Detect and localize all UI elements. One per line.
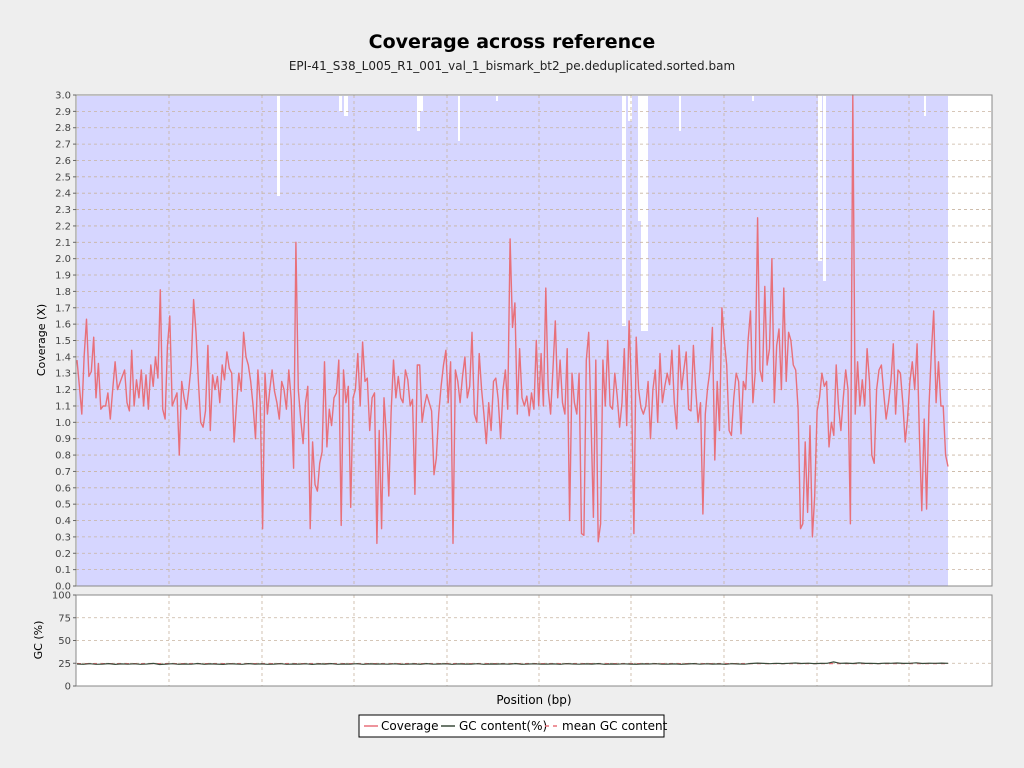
coverage-tick-label: 0.0 <box>55 582 71 593</box>
coverage-y-ticks: 0.0 0.1 0.2 0.3 0.4 0.5 0.6 0.7 0.8 0.9 1.0 1.1 1.2 1… <box>55 91 76 593</box>
coverage-gap <box>818 96 822 261</box>
coverage-gap <box>277 96 280 196</box>
coverage-tick-label: 3.0 <box>55 91 71 102</box>
coverage-tick-label: 0.3 <box>55 532 71 543</box>
coverage-tick-label: 1.4 <box>55 352 71 363</box>
coverage-tick-label: 1.1 <box>55 401 71 412</box>
coverage-tick-label: 1.7 <box>55 303 71 314</box>
coverage-line-layer <box>76 94 949 545</box>
coverage-tick-label: 2.6 <box>55 156 71 167</box>
gc-tick-label: 75 <box>58 613 71 624</box>
gc-line-layer <box>76 661 949 666</box>
coverage-tick-label: 0.8 <box>55 451 71 462</box>
gc-tick-label: 0 <box>65 682 71 693</box>
coverage-tick-label: 1.9 <box>55 271 71 282</box>
coverage-gap <box>641 96 648 331</box>
gc-tick-label: 100 <box>52 591 71 602</box>
gc-y-axis-label: GC (%) <box>32 621 45 660</box>
coverage-tick-label: 1.8 <box>55 287 71 298</box>
coverage-gap <box>628 96 632 121</box>
coverage-panel: 0.0 0.1 0.2 0.3 0.4 0.5 0.6 0.7 0.8 0.9 1.0 1.1 1.2 1… <box>35 91 993 593</box>
chart-subtitle: EPI-41_S38_L005_R1_001_val_1_bismark_bt2… <box>289 59 735 73</box>
coverage-tick-label: 0.1 <box>55 565 71 576</box>
coverage-tick-label: 2.1 <box>55 238 71 249</box>
coverage-tick-label: 2.5 <box>55 172 71 183</box>
coverage-gap <box>823 96 826 281</box>
coverage-series-line <box>76 94 949 545</box>
coverage-gap <box>417 96 420 131</box>
gc-series-line <box>76 661 949 666</box>
coverage-gap <box>420 96 423 111</box>
coverage-tick-label: 2.0 <box>55 254 71 265</box>
legend: Coverage GC content(%) mean GC content <box>358 714 668 738</box>
chart-title: Coverage across reference <box>369 31 656 53</box>
coverage-tick-label: 1.2 <box>55 385 71 396</box>
coverage-gap <box>622 96 626 326</box>
coverage-y-axis-label: Coverage (X) <box>35 304 48 376</box>
coverage-tick-label: 0.2 <box>55 549 71 560</box>
x-axis-label: Position (bp) <box>496 693 571 707</box>
coverage-tick-label: 2.9 <box>55 107 71 118</box>
gc-tick-label: 25 <box>58 659 71 670</box>
coverage-gap <box>924 96 926 116</box>
legend-coverage-label: Coverage <box>381 719 439 733</box>
gc-tick-label: 50 <box>58 636 71 647</box>
coverage-tick-label: 2.8 <box>55 123 71 134</box>
coverage-gap <box>458 96 460 141</box>
coverage-tick-label: 0.4 <box>55 516 71 527</box>
gc-y-ticks: 0 25 50 75 100 <box>52 591 76 693</box>
coverage-gap <box>339 96 342 111</box>
coverage-tick-label: 1.3 <box>55 369 71 380</box>
coverage-tick-label: 2.2 <box>55 221 71 232</box>
coverage-tick-label: 0.5 <box>55 500 71 511</box>
coverage-tick-label: 1.5 <box>55 336 71 347</box>
gc-panel: 0 25 50 75 100 GC (%) <box>32 591 993 693</box>
coverage-tick-label: 1.6 <box>55 320 71 331</box>
coverage-gap <box>638 96 641 221</box>
coverage-tick-label: 2.3 <box>55 205 71 216</box>
coverage-gap <box>496 96 498 101</box>
coverage-tick-label: 0.7 <box>55 467 71 478</box>
coverage-gap <box>344 96 348 116</box>
coverage-tick-label: 1.0 <box>55 418 71 429</box>
coverage-gap <box>679 96 681 131</box>
coverage-tick-label: 2.4 <box>55 189 71 200</box>
coverage-tick-label: 0.9 <box>55 434 71 445</box>
legend-mean-gc-label: mean GC content <box>562 719 668 733</box>
coverage-tick-label: 2.7 <box>55 140 71 151</box>
coverage-gap <box>752 96 754 101</box>
coverage-tick-label: 0.6 <box>55 483 71 494</box>
legend-gc-label: GC content(%) <box>459 719 547 733</box>
legend-box <box>358 714 665 738</box>
